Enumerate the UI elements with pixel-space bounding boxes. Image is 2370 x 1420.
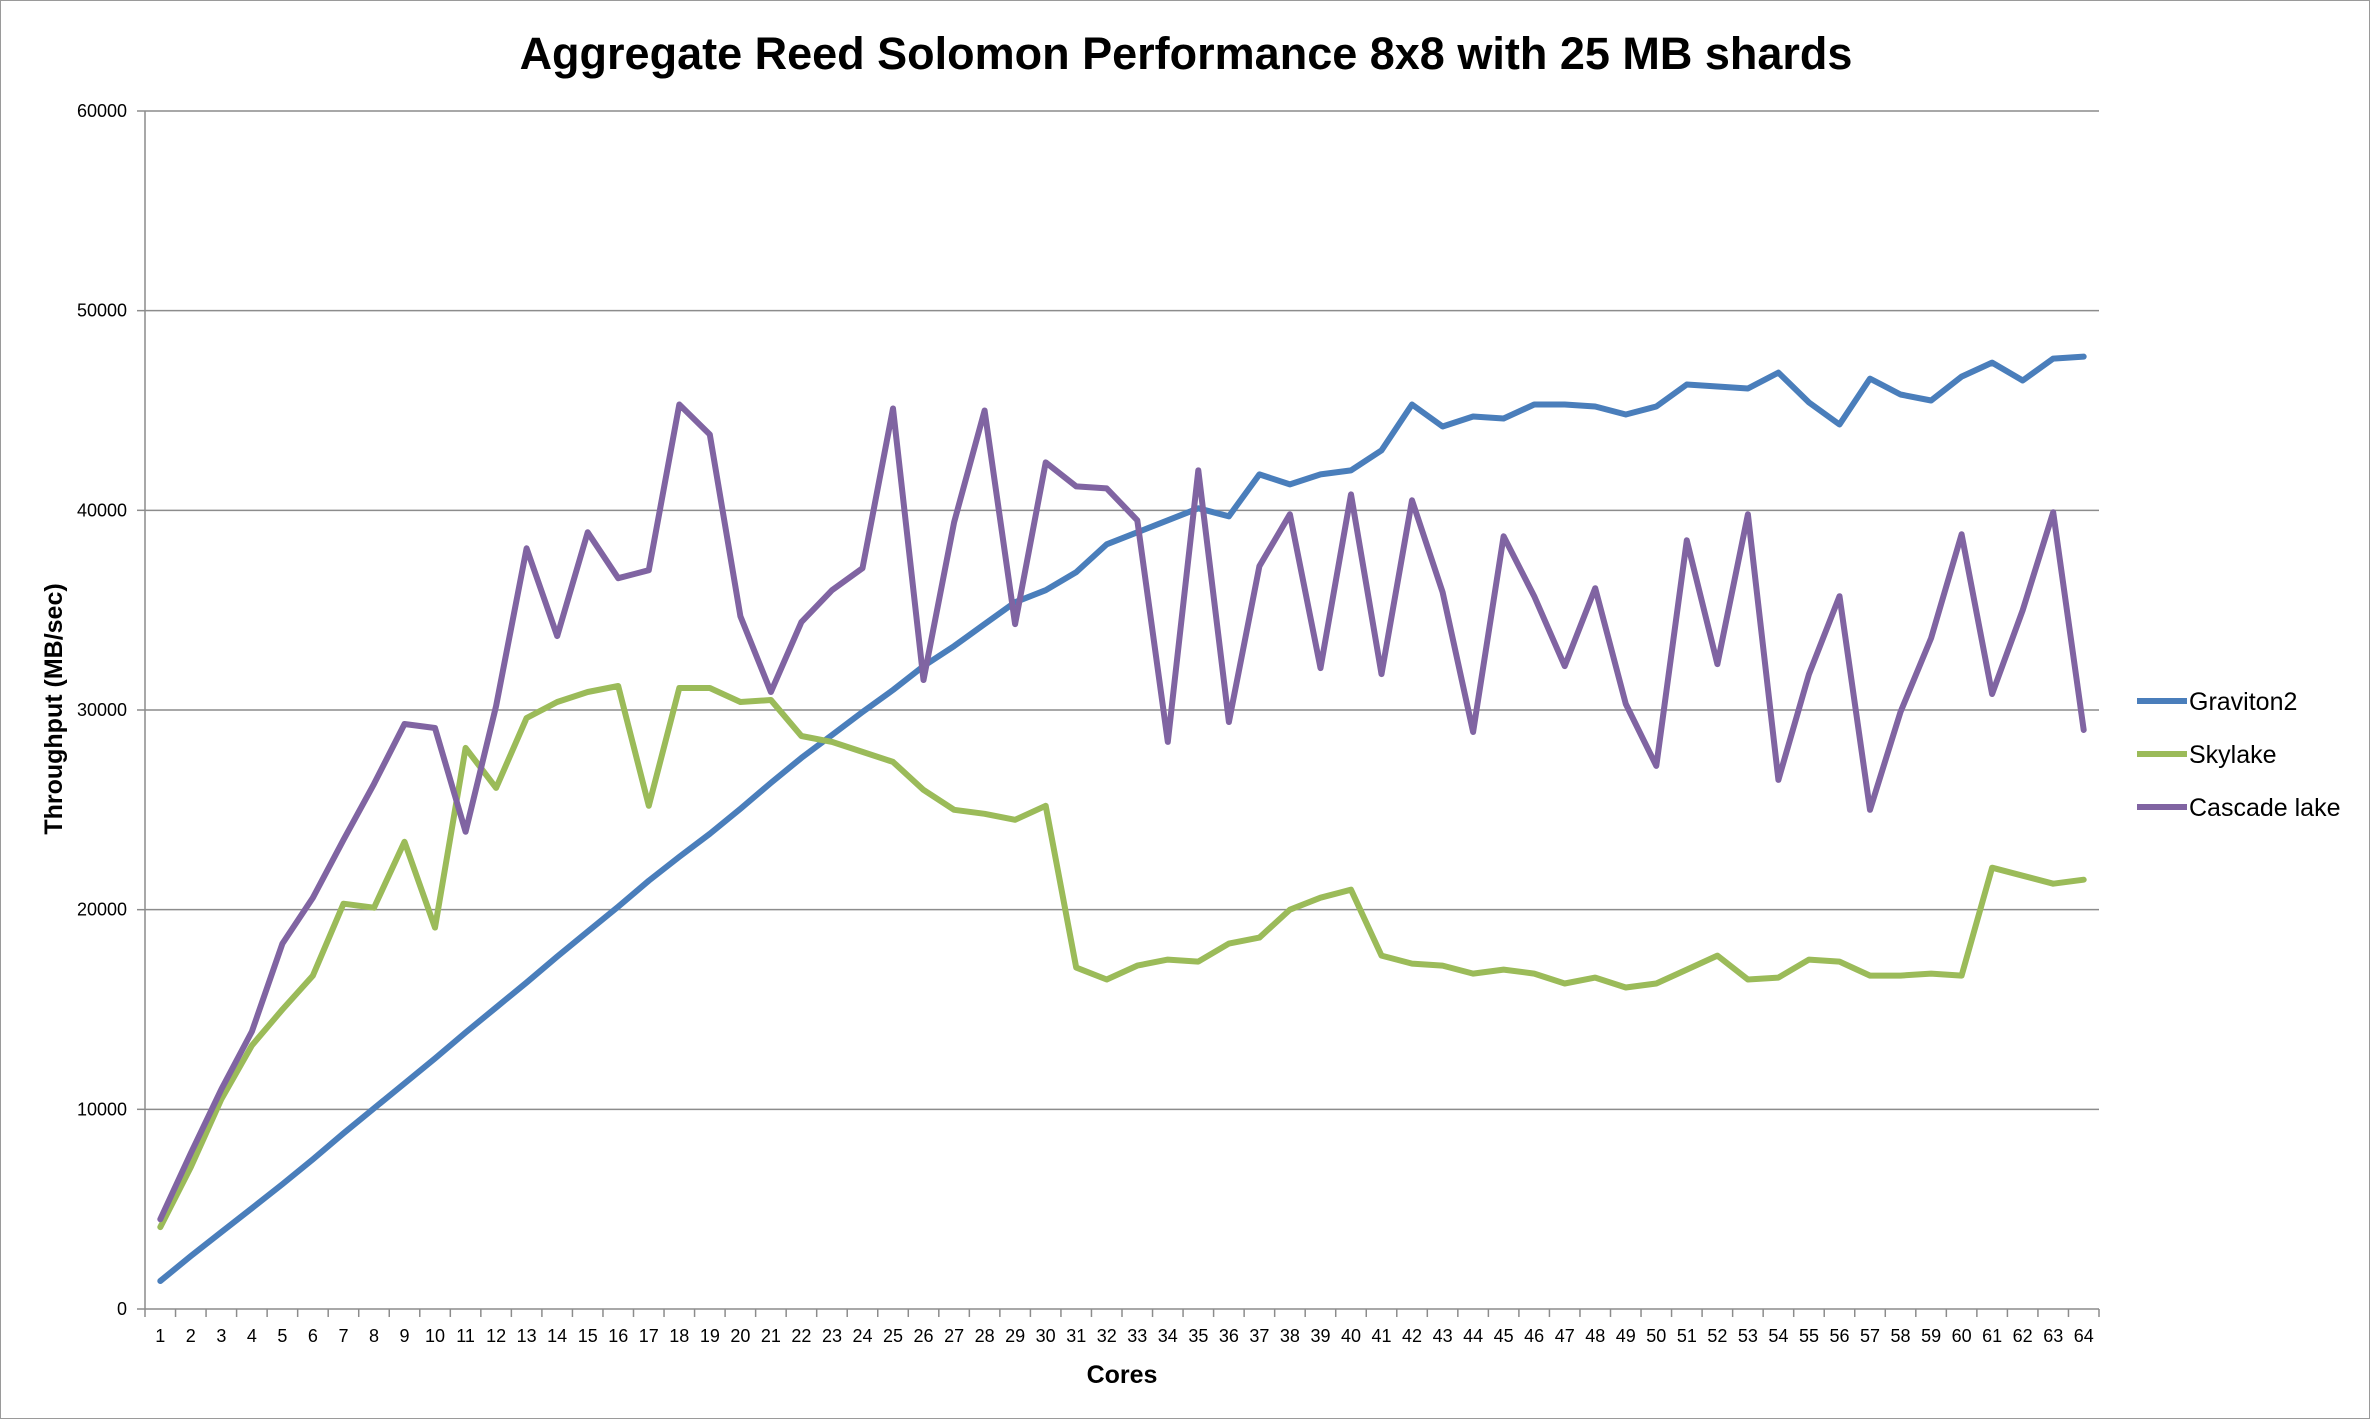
x-tick-label: 57 xyxy=(1860,1326,1880,1346)
x-tick-label: 58 xyxy=(1891,1326,1911,1346)
legend-label-skylake: Skylake xyxy=(2189,741,2277,769)
legend-label-graviton2: Graviton2 xyxy=(2189,688,2297,716)
x-tick-label: 51 xyxy=(1677,1326,1697,1346)
y-tick-label: 50000 xyxy=(77,301,127,321)
x-tick-label: 32 xyxy=(1097,1326,1117,1346)
x-tick-label: 14 xyxy=(547,1326,567,1346)
x-tick-label: 60 xyxy=(1952,1326,1972,1346)
x-tick-label: 26 xyxy=(914,1326,934,1346)
x-tick-label: 44 xyxy=(1463,1326,1483,1346)
y-tick-label: 10000 xyxy=(77,1099,127,1119)
y-tick-label: 0 xyxy=(117,1299,127,1319)
legend: Graviton2 Skylake Cascade lake xyxy=(2137,688,2340,822)
x-tick-label: 22 xyxy=(791,1326,811,1346)
x-tick-label: 29 xyxy=(1005,1326,1025,1346)
x-tick-label: 18 xyxy=(669,1326,689,1346)
x-tick-label: 46 xyxy=(1524,1326,1544,1346)
y-axis-label: Throughput (MB/sec) xyxy=(40,583,68,834)
x-tick-label: 34 xyxy=(1158,1326,1178,1346)
x-tick-label: 6 xyxy=(308,1326,318,1346)
x-tick-label: 16 xyxy=(608,1326,628,1346)
x-tick-label: 8 xyxy=(369,1326,379,1346)
x-tick-label: 59 xyxy=(1921,1326,1941,1346)
x-tick-label: 39 xyxy=(1310,1326,1330,1346)
x-tick-label: 36 xyxy=(1219,1326,1239,1346)
x-tick-label: 47 xyxy=(1555,1326,1575,1346)
x-tick-label: 24 xyxy=(852,1326,872,1346)
x-tick-label: 12 xyxy=(486,1326,506,1346)
x-tick-label: 37 xyxy=(1249,1326,1269,1346)
x-tick-label: 49 xyxy=(1616,1326,1636,1346)
x-tick-label: 62 xyxy=(2013,1326,2033,1346)
gridlines xyxy=(137,110,2099,1310)
x-tick-label: 25 xyxy=(883,1326,903,1346)
x-tick-label: 11 xyxy=(456,1326,475,1346)
x-tick-label: 35 xyxy=(1188,1326,1208,1346)
x-tick-labels: 1 2 3 4 5 6 7 8 9 10 11 12 13 14 15 16 17 18 19 20 21 22 23 24 2… xyxy=(155,1326,2093,1346)
x-tick-label: 1 xyxy=(155,1326,165,1346)
x-tick-label: 4 xyxy=(247,1326,257,1346)
x-tick-label: 2 xyxy=(186,1326,196,1346)
x-tick-label: 56 xyxy=(1829,1326,1849,1346)
x-tick-label: 9 xyxy=(400,1326,410,1346)
x-tick-label: 50 xyxy=(1646,1326,1666,1346)
x-tick-label: 7 xyxy=(338,1326,348,1346)
legend-label-cascade-lake: Cascade lake xyxy=(2189,794,2340,822)
x-tick-label: 52 xyxy=(1707,1326,1727,1346)
x-tick-label: 15 xyxy=(578,1326,598,1346)
x-tick-label: 20 xyxy=(730,1326,750,1346)
x-tick-label: 40 xyxy=(1341,1326,1361,1346)
y-tick-label: 30000 xyxy=(77,700,127,720)
x-tick-label: 42 xyxy=(1402,1326,1422,1346)
y-tick-labels: 0 10000 20000 30000 40000 50000 60000 xyxy=(77,101,127,1319)
y-tick-label: 60000 xyxy=(77,101,127,121)
series-line-graviton2 xyxy=(157,353,2087,1284)
series-lines xyxy=(157,353,2087,1284)
x-tick-label: 64 xyxy=(2074,1326,2094,1346)
x-axis-label: Cores xyxy=(1087,1361,1158,1389)
x-tick-label: 61 xyxy=(1982,1326,2002,1346)
x-tick-label: 55 xyxy=(1799,1326,1819,1346)
x-tick-label: 19 xyxy=(700,1326,720,1346)
y-tick-label: 40000 xyxy=(77,500,127,520)
axes xyxy=(144,111,2100,1317)
x-tick-label: 10 xyxy=(425,1326,445,1346)
x-tick-label: 30 xyxy=(1036,1326,1056,1346)
x-tick-label: 43 xyxy=(1433,1326,1453,1346)
x-tick-label: 3 xyxy=(216,1326,226,1346)
x-tick-label: 54 xyxy=(1768,1326,1788,1346)
y-tick-label: 20000 xyxy=(77,900,127,920)
x-tick-label: 38 xyxy=(1280,1326,1300,1346)
x-tick-label: 48 xyxy=(1585,1326,1605,1346)
chart-title: Aggregate Reed Solomon Performance 8x8 w… xyxy=(520,28,1853,79)
x-tick-label: 31 xyxy=(1066,1326,1086,1346)
x-tick-label: 17 xyxy=(639,1326,659,1346)
x-tick-label: 45 xyxy=(1494,1326,1514,1346)
x-tick-label: 23 xyxy=(822,1326,842,1346)
x-tick-label: 53 xyxy=(1738,1326,1758,1346)
x-tick-label: 33 xyxy=(1127,1326,1147,1346)
x-tick-label: 21 xyxy=(761,1326,781,1346)
x-tick-label: 63 xyxy=(2043,1326,2063,1346)
series-line-cascade-lake xyxy=(157,401,2087,1223)
x-tick-label: 13 xyxy=(517,1326,537,1346)
x-tick-label: 5 xyxy=(277,1326,287,1346)
x-tick-label: 27 xyxy=(944,1326,964,1346)
x-tick-label: 41 xyxy=(1372,1326,1392,1346)
x-tick-label: 28 xyxy=(975,1326,995,1346)
